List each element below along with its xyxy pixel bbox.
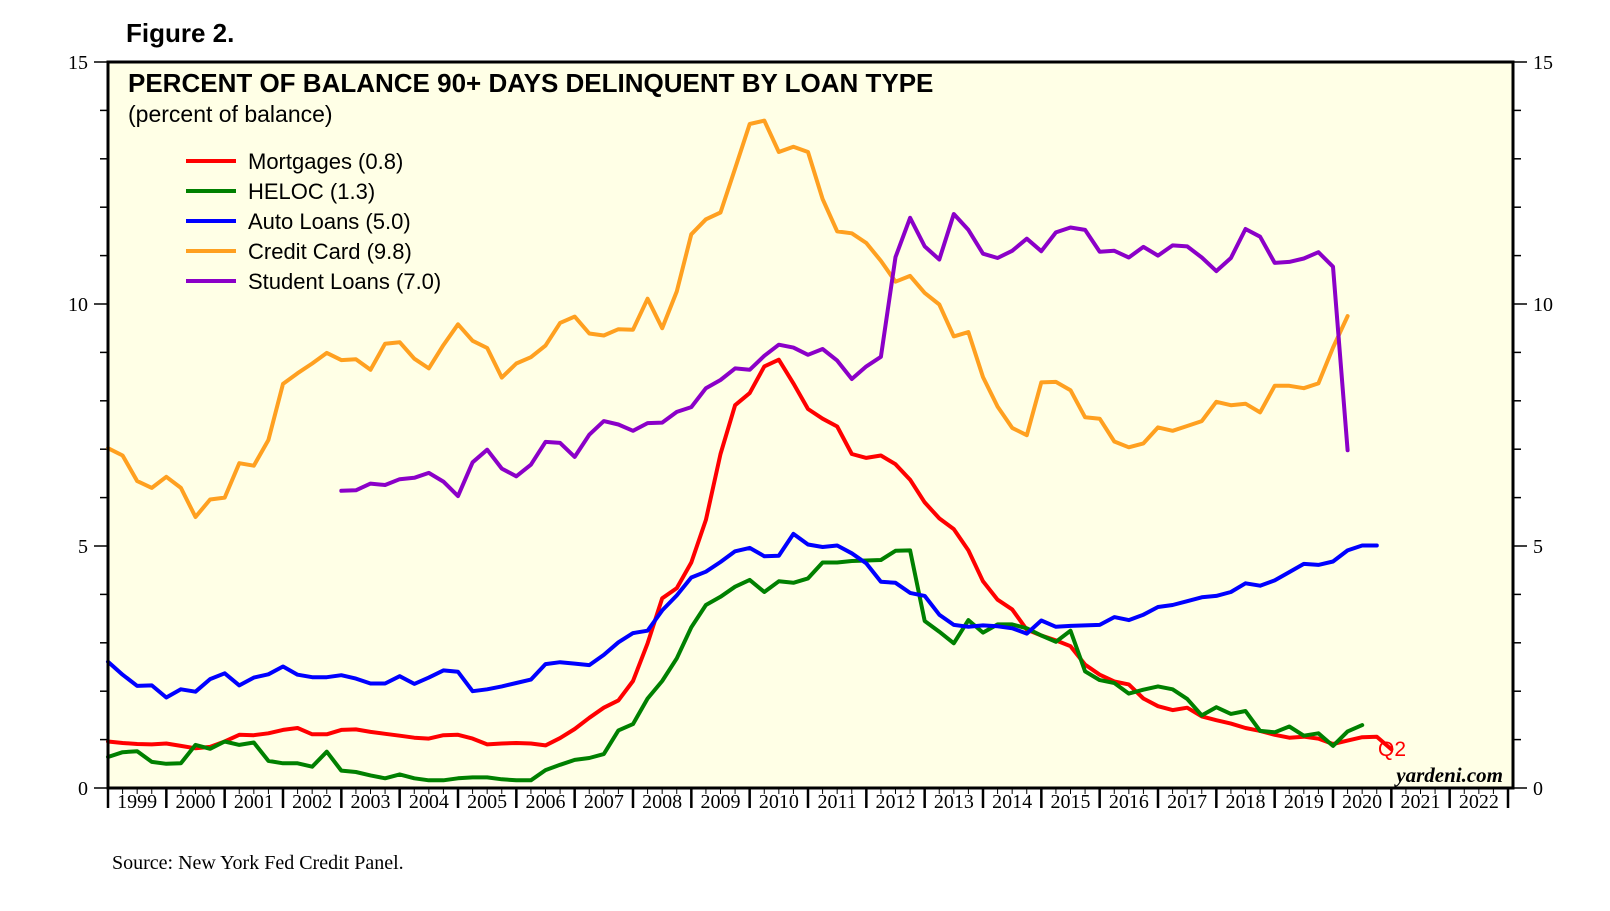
- legend-label-heloc: HELOC (1.3): [248, 179, 375, 204]
- figure-label: Figure 2.: [126, 18, 235, 48]
- x-tick-label: 2005: [467, 791, 507, 813]
- y-axis-left: 0 5 10 15: [68, 52, 108, 800]
- y-tick-label-right: 10: [1533, 294, 1553, 316]
- series-line-student: [339, 212, 1350, 499]
- x-tick-label: 2019: [1284, 791, 1324, 813]
- legend-label-auto: Auto Loans (5.0): [248, 209, 411, 234]
- x-tick-label: 2022: [1459, 791, 1499, 813]
- series-layer: [106, 118, 1394, 783]
- x-axis: 1999 2000 2001 2002 2003 2004 2005 2006 2007 2008…: [106, 788, 1510, 813]
- legend-label-student: Student Loans (7.0): [248, 269, 441, 294]
- x-tick-label: 2015: [1051, 791, 1091, 813]
- x-tick-label: 2021: [1401, 791, 1441, 813]
- watermark: yardeni.com: [1393, 763, 1503, 787]
- y-axis-right: 0 5 10 15: [1513, 52, 1553, 800]
- x-tick-label: 2011: [818, 791, 857, 813]
- chart-subtitle: (percent of balance): [128, 101, 333, 127]
- series-line-mortgages: [106, 357, 1394, 752]
- x-tick-label: 2010: [759, 791, 799, 813]
- x-tick-label: 2002: [292, 791, 332, 813]
- x-tick-label: 2009: [701, 791, 741, 813]
- x-tick-label: 2004: [409, 791, 449, 813]
- x-tick-label: 2012: [876, 791, 916, 813]
- x-tick-label: 2018: [1226, 791, 1266, 813]
- x-tick-label: 2008: [642, 791, 682, 813]
- end-label-q2: Q2: [1378, 738, 1406, 761]
- x-tick-label: 1999: [117, 791, 157, 813]
- x-tick-label: 2003: [351, 791, 391, 813]
- plot-area: [108, 62, 1513, 788]
- y-tick-label-right: 0: [1533, 778, 1543, 800]
- legend: Mortgages (0.8) HELOC (1.3) Auto Loans (5.…: [186, 149, 441, 294]
- y-tick-label-right: 15: [1533, 52, 1553, 74]
- source-note: Source: New York Fed Credit Panel.: [112, 852, 404, 874]
- legend-label-mortgages: Mortgages (0.8): [248, 149, 403, 174]
- series-line-heloc: [106, 548, 1365, 783]
- x-tick-label: 2016: [1109, 791, 1149, 813]
- x-tick-label: 2013: [934, 791, 974, 813]
- y-tick-label-left: 10: [68, 294, 88, 316]
- y-tick-label-left: 15: [68, 52, 88, 74]
- series-line-credit: [106, 118, 1350, 519]
- x-tick-label: 2020: [1342, 791, 1382, 813]
- x-tick-label: 2007: [584, 791, 624, 813]
- y-tick-label-left: 0: [78, 778, 88, 800]
- plot-frame: [106, 60, 1515, 790]
- y-tick-label-right: 5: [1533, 536, 1543, 558]
- chart-title: PERCENT OF BALANCE 90+ DAYS DELINQUENT B…: [128, 68, 933, 98]
- y-tick-label-left: 5: [78, 536, 88, 558]
- legend-label-credit: Credit Card (9.8): [248, 239, 412, 264]
- x-tick-label: 2001: [234, 791, 274, 813]
- x-tick-label: 2014: [992, 791, 1032, 813]
- series-line-auto: [106, 531, 1379, 700]
- x-tick-label: 2006: [526, 791, 566, 813]
- x-tick-label: 2017: [1167, 791, 1207, 813]
- x-tick-label: 2000: [176, 791, 216, 813]
